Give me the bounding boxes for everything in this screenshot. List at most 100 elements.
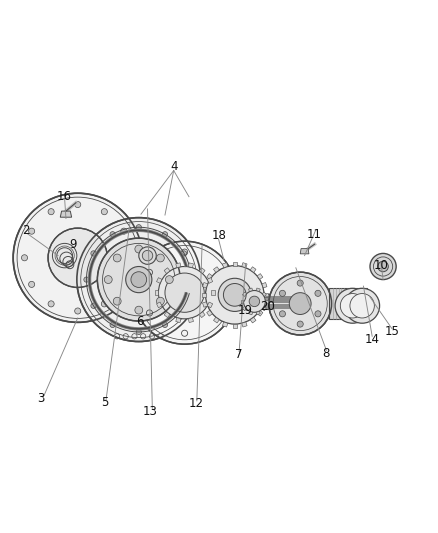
Circle shape: [77, 217, 200, 342]
Circle shape: [110, 322, 115, 328]
Text: 16: 16: [56, 190, 71, 203]
Polygon shape: [232, 262, 237, 265]
Circle shape: [84, 277, 89, 282]
Text: 4: 4: [170, 160, 177, 173]
Text: 11: 11: [306, 228, 321, 241]
Polygon shape: [242, 292, 246, 296]
Polygon shape: [250, 317, 255, 323]
Circle shape: [134, 306, 142, 314]
Polygon shape: [164, 268, 170, 273]
Circle shape: [279, 311, 285, 317]
Circle shape: [314, 290, 320, 296]
Circle shape: [136, 329, 141, 335]
Circle shape: [21, 255, 28, 261]
Polygon shape: [232, 324, 237, 328]
Polygon shape: [300, 248, 308, 254]
Polygon shape: [207, 278, 212, 283]
Polygon shape: [156, 302, 162, 308]
Circle shape: [249, 296, 259, 306]
Polygon shape: [265, 300, 267, 303]
Circle shape: [165, 276, 173, 284]
Circle shape: [344, 288, 379, 323]
Polygon shape: [154, 290, 158, 295]
Text: 8: 8: [322, 347, 329, 360]
Circle shape: [120, 228, 127, 234]
Circle shape: [91, 303, 96, 309]
Polygon shape: [213, 266, 219, 272]
Polygon shape: [206, 273, 212, 279]
Polygon shape: [261, 306, 266, 311]
Circle shape: [28, 228, 35, 234]
Polygon shape: [250, 266, 255, 272]
Circle shape: [48, 301, 54, 307]
Circle shape: [142, 251, 152, 261]
Polygon shape: [188, 263, 193, 268]
Circle shape: [91, 251, 96, 256]
Circle shape: [134, 245, 142, 253]
Circle shape: [297, 321, 303, 327]
Polygon shape: [263, 293, 267, 297]
Circle shape: [162, 322, 167, 328]
Circle shape: [314, 311, 320, 317]
Polygon shape: [206, 310, 212, 316]
Circle shape: [104, 276, 112, 284]
Circle shape: [97, 238, 180, 321]
Polygon shape: [261, 292, 266, 296]
Circle shape: [188, 277, 193, 282]
Text: 14: 14: [364, 333, 379, 346]
Text: 13: 13: [143, 405, 158, 418]
Text: 6: 6: [136, 314, 144, 327]
Circle shape: [156, 297, 164, 305]
Circle shape: [74, 201, 81, 208]
Circle shape: [136, 224, 141, 230]
Polygon shape: [248, 311, 252, 315]
Circle shape: [279, 290, 285, 296]
Polygon shape: [210, 290, 214, 295]
Polygon shape: [188, 318, 193, 322]
Polygon shape: [60, 211, 71, 217]
Polygon shape: [255, 288, 260, 292]
Circle shape: [101, 208, 107, 215]
Circle shape: [181, 303, 186, 309]
Text: 10: 10: [373, 259, 388, 272]
Polygon shape: [222, 263, 227, 268]
Circle shape: [138, 247, 156, 264]
Circle shape: [205, 265, 263, 324]
Circle shape: [243, 290, 265, 312]
Circle shape: [156, 254, 164, 262]
Text: 12: 12: [188, 398, 203, 410]
Polygon shape: [241, 322, 247, 327]
Circle shape: [339, 294, 364, 318]
Polygon shape: [257, 310, 262, 316]
Polygon shape: [175, 318, 180, 322]
Polygon shape: [175, 263, 180, 268]
Circle shape: [377, 261, 388, 272]
Text: 2: 2: [21, 224, 29, 237]
Circle shape: [101, 301, 107, 307]
Polygon shape: [261, 282, 266, 288]
Polygon shape: [248, 288, 252, 292]
Circle shape: [218, 278, 251, 311]
Polygon shape: [199, 312, 205, 318]
Circle shape: [268, 272, 331, 335]
Polygon shape: [202, 302, 207, 307]
Polygon shape: [156, 278, 162, 283]
Text: 9: 9: [70, 238, 77, 251]
Circle shape: [13, 193, 142, 322]
Polygon shape: [257, 273, 262, 279]
Polygon shape: [222, 322, 227, 327]
Circle shape: [133, 241, 236, 344]
Polygon shape: [213, 317, 219, 323]
Polygon shape: [242, 306, 246, 311]
Circle shape: [334, 288, 369, 323]
Circle shape: [162, 232, 167, 237]
Polygon shape: [199, 268, 205, 273]
Polygon shape: [202, 282, 207, 288]
Circle shape: [297, 280, 303, 286]
Circle shape: [131, 272, 146, 287]
Circle shape: [120, 281, 127, 287]
Polygon shape: [240, 300, 243, 303]
Bar: [328, 288, 366, 319]
Circle shape: [289, 293, 311, 314]
Circle shape: [165, 273, 204, 312]
